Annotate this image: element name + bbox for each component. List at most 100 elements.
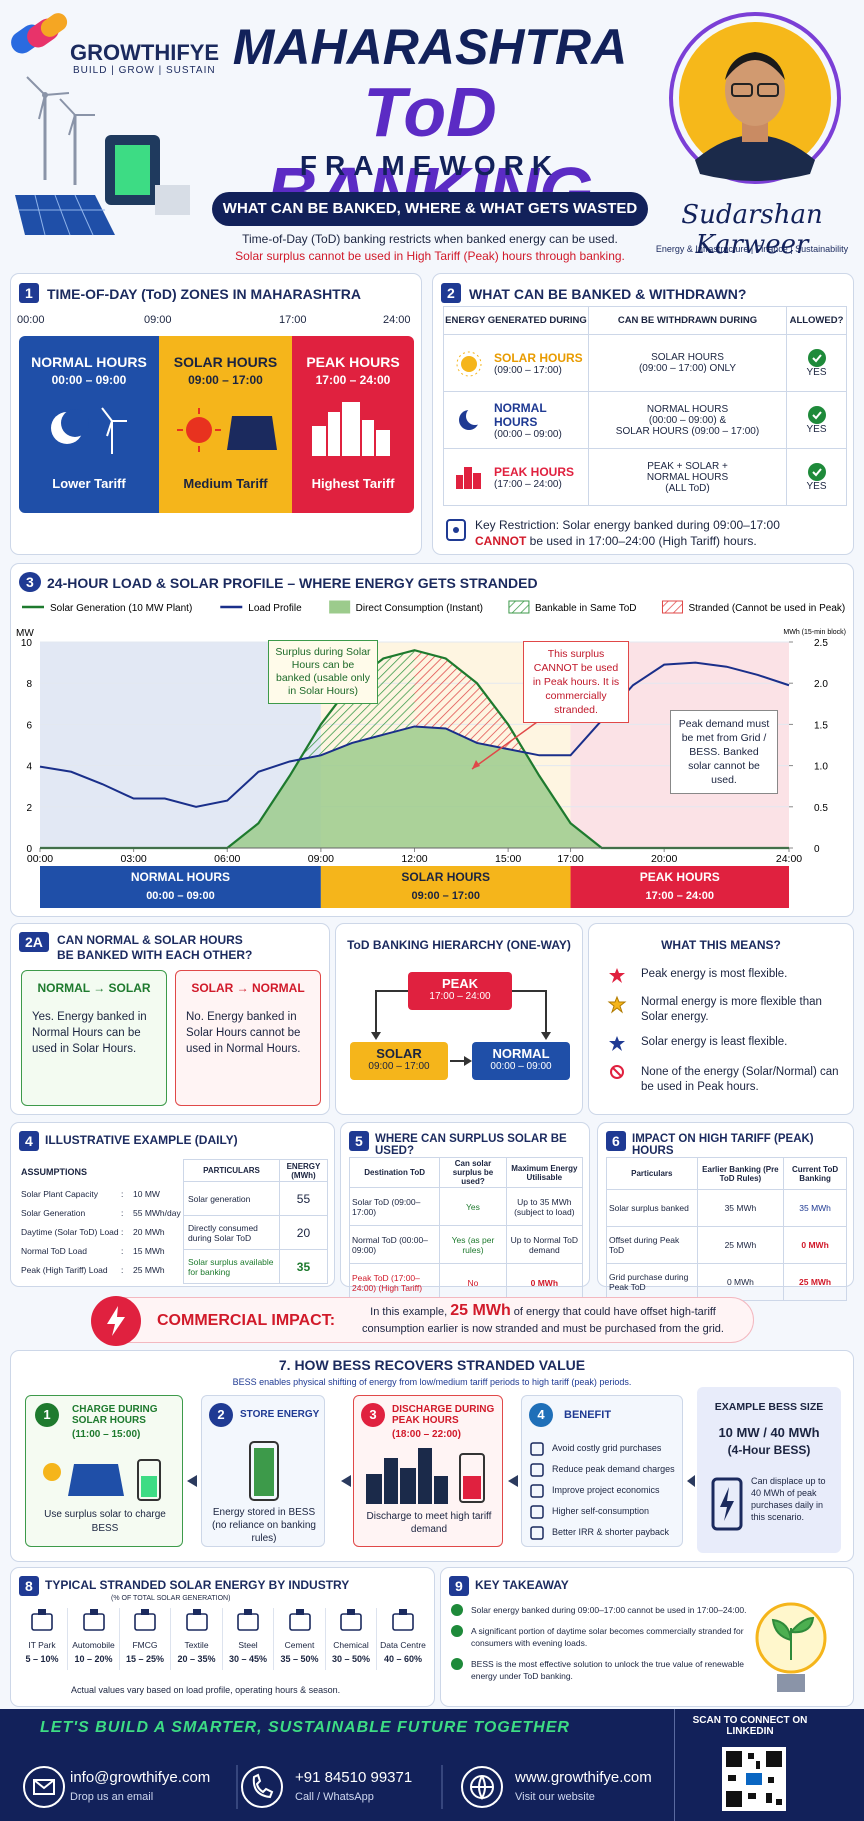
zone-tariff: Lower Tariff bbox=[52, 476, 126, 491]
meaning: WHAT THIS MEANS? Peak energy is most fle… bbox=[588, 923, 854, 1115]
meaning-item: Peak energy is most flexible. bbox=[641, 968, 788, 980]
check-icon bbox=[807, 462, 826, 481]
industry-range: 20 – 35% bbox=[177, 1654, 216, 1664]
legend-label: Bankable in Same ToD bbox=[535, 603, 637, 614]
legend-label: Direct Consumption (Instant) bbox=[356, 603, 483, 614]
industry-range: 10 – 20% bbox=[74, 1654, 113, 1664]
industry: Steel 30 – 45% bbox=[223, 1608, 274, 1670]
step-number: 3 bbox=[369, 1407, 377, 1422]
section-title: ILLUSTRATIVE EXAMPLE (DAILY) bbox=[45, 1133, 238, 1147]
section-5: 5 WHERE CAN SURPLUS SOLAR BE USED? Desti… bbox=[340, 1122, 590, 1302]
icon-shape bbox=[530, 1462, 544, 1477]
step-text: Discharge to meet high tariff demand bbox=[366, 1511, 492, 1535]
assumption-label: Normal ToD Load bbox=[21, 1246, 87, 1256]
industry-range: 30 – 45% bbox=[228, 1654, 268, 1664]
x-tick-label: 00:00 bbox=[27, 853, 53, 865]
step-time: (18:00 – 22:00) bbox=[392, 1429, 461, 1440]
cell: Directly consumed during Solar ToD bbox=[183, 1215, 280, 1250]
industry-range: 15 – 25% bbox=[125, 1654, 165, 1664]
industry-icon bbox=[185, 1609, 208, 1631]
subtitle: Time-of-Day (ToD) banking restricts when… bbox=[242, 232, 618, 246]
industry-icon bbox=[237, 1609, 259, 1631]
cell: 25 MWh bbox=[696, 1226, 785, 1264]
footer-web: www.growthifye.com bbox=[515, 1769, 652, 1786]
meaning-item: Solar energy is least flexible. bbox=[641, 1036, 788, 1048]
icon-shape bbox=[530, 1483, 544, 1498]
impact-label: COMMERCIAL IMPACT: bbox=[157, 1312, 336, 1329]
annotation: This surplus CANNOT be used in Peak hour… bbox=[523, 641, 629, 723]
zone-name: SOLAR HOURS bbox=[401, 870, 490, 884]
restriction-text: be used in 17:00–24:00 (High Tariff) hou… bbox=[529, 534, 757, 548]
benefit-list: Avoid costly grid purchases Reduce peak d… bbox=[530, 1438, 680, 1543]
battery-icon bbox=[711, 1477, 743, 1531]
cell: 35 bbox=[278, 1249, 329, 1284]
logo-icon bbox=[11, 13, 68, 54]
divider bbox=[674, 1709, 675, 1821]
icon-shape bbox=[134, 1613, 156, 1631]
y-tick-label: 8 bbox=[26, 679, 32, 690]
allowed: YES bbox=[806, 366, 827, 378]
annotation-arrow bbox=[472, 760, 480, 769]
withdraw: PEAK + SOLAR + bbox=[647, 460, 728, 472]
assumption-value: 25 MWh bbox=[133, 1265, 165, 1275]
icon-shape bbox=[192, 1609, 201, 1615]
zone-icon bbox=[177, 408, 277, 452]
benefit-icon bbox=[530, 1504, 544, 1519]
zone-icon bbox=[312, 402, 390, 456]
check-icon bbox=[451, 1625, 463, 1637]
assumption-label: Solar Generation bbox=[21, 1208, 86, 1218]
header-cell: Can solar surplus be used? bbox=[439, 1157, 507, 1188]
zone-peak: PEAK HOURS 17:00 – 24:00 Highest Tariff bbox=[292, 336, 414, 513]
section-number: 3 bbox=[19, 572, 41, 592]
zone-time: 00:00 – 09:00 bbox=[490, 1061, 552, 1072]
y2-tick-label: 1.0 bbox=[814, 762, 828, 773]
impact-text: In this example, 25 MWh of energy that c… bbox=[348, 1302, 738, 1338]
industry-range: 5 – 10% bbox=[25, 1654, 59, 1664]
industry: Automobile 10 – 20% bbox=[69, 1608, 120, 1670]
industry-name: Steel bbox=[238, 1640, 258, 1650]
industry-name: Textile bbox=[184, 1640, 209, 1650]
y2-tick-label: 0 bbox=[814, 844, 820, 855]
gen-time: (09:00 – 17:00) bbox=[494, 364, 562, 376]
allowed: YES bbox=[806, 480, 827, 492]
time-label: 17:00 bbox=[279, 314, 307, 326]
icon-shape bbox=[295, 1609, 304, 1615]
icon-shape bbox=[530, 1504, 544, 1519]
section-8: 8 TYPICAL STRANDED SOLAR ENERGY BY INDUS… bbox=[10, 1567, 435, 1707]
impact-table: Particulars Earlier Banking (Pre ToD Rule… bbox=[606, 1157, 847, 1301]
annotation: Peak demand must be met from Grid / BESS… bbox=[670, 710, 778, 794]
withdraw: (ALL ToD) bbox=[665, 482, 710, 494]
section-4: 4 ILLUSTRATIVE EXAMPLE (DAILY) ASSUMPTIO… bbox=[10, 1122, 335, 1287]
x-tick-label: 15:00 bbox=[495, 853, 521, 865]
takeaway-text: A significant portion of daytime solar b… bbox=[471, 1626, 744, 1648]
assumption: Solar Generation:55 MWh/day bbox=[21, 1204, 186, 1223]
zone-name: NORMAL HOURS bbox=[131, 870, 230, 884]
hierarchy-title: ToD BANKING HIERARCHY (ONE-WAY) bbox=[347, 938, 571, 952]
section-7: 7. HOW BESS RECOVERS STRANDED VALUE BESS… bbox=[10, 1350, 854, 1562]
allowed: YES bbox=[806, 423, 827, 435]
takeaway-text: Solar energy banked during 09:00–17:00 c… bbox=[471, 1605, 747, 1615]
zone-name: PEAK bbox=[441, 976, 479, 991]
assumption-colon: : bbox=[121, 1208, 124, 1218]
industry-name: Cement bbox=[284, 1640, 315, 1650]
assumptions-title: ASSUMPTIONS bbox=[21, 1167, 88, 1177]
footnote: Actual values vary based on load profile… bbox=[71, 1685, 341, 1695]
cell: No bbox=[439, 1263, 507, 1302]
y2-tick-label: 0.5 bbox=[814, 803, 828, 814]
industry-icon bbox=[31, 1609, 53, 1631]
card-heading: NORMAL → SOLAR bbox=[37, 981, 151, 995]
header-cell: ALLOWED? bbox=[786, 306, 847, 335]
cell: 0 MWh bbox=[783, 1226, 847, 1264]
icon-shape bbox=[340, 1613, 362, 1631]
y-tick-label: 4 bbox=[26, 762, 32, 773]
footer-email: info@growthifye.com bbox=[70, 1769, 211, 1786]
qr-code bbox=[722, 1747, 786, 1811]
zone-time: 09:00 – 17:00 bbox=[411, 890, 480, 902]
step-badge bbox=[361, 1403, 385, 1427]
arrows bbox=[371, 990, 551, 1066]
step-number: 4 bbox=[537, 1407, 545, 1422]
cell: 35 MWh bbox=[783, 1189, 847, 1227]
industry-name: IT Park bbox=[28, 1640, 56, 1650]
y-tick-label: 10 bbox=[21, 638, 33, 649]
industry: Data Centre 40 – 60% bbox=[378, 1608, 429, 1670]
